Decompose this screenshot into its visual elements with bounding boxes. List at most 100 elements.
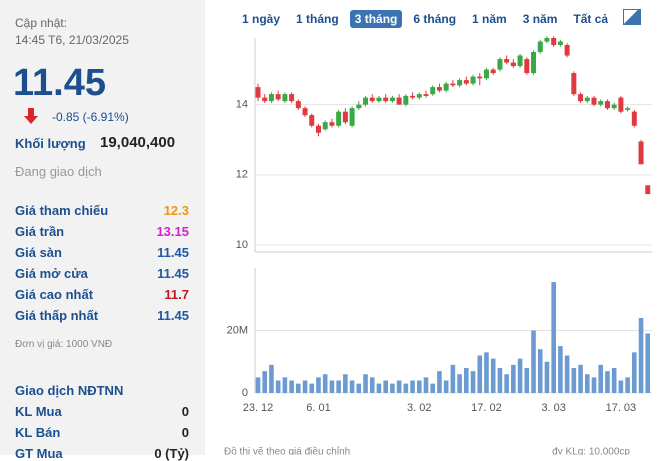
tab[interactable]: 3 năm [522, 12, 558, 26]
x-tick-label: 17. 02 [471, 402, 502, 414]
status: Đang giao dịch [15, 164, 102, 179]
candle-body [356, 104, 362, 109]
candle-body [336, 111, 342, 126]
tab[interactable]: 6 tháng [413, 12, 457, 26]
candle-body [329, 122, 335, 126]
candle-body [282, 94, 288, 102]
price-label: Giá tham chiếu [15, 203, 109, 218]
tab[interactable]: 1 ngày [242, 12, 281, 26]
foreign-value: 0 [181, 404, 189, 419]
volume-bar [558, 346, 563, 393]
price-label: Giá mở cửa [15, 266, 88, 281]
volume-bar [584, 374, 590, 393]
price-value: 12.3 [163, 203, 189, 218]
tab[interactable]: 1 tháng [296, 12, 339, 26]
volume-bar [430, 383, 436, 393]
volume-bar [531, 330, 536, 393]
candle-body [510, 62, 516, 67]
volume: 19,040,400 [100, 134, 176, 151]
volume-bar [632, 352, 637, 393]
candle-body [309, 115, 315, 126]
candle-body [477, 76, 483, 79]
volume-bar [282, 377, 288, 393]
x-tick-label: 6. 01 [306, 402, 330, 414]
volume-bar [611, 368, 617, 393]
updated-label: Cập nhật: [15, 16, 68, 30]
candle-body [604, 101, 610, 109]
volume-bar [329, 380, 335, 393]
volume-bar [309, 383, 315, 393]
chart-icon[interactable] [623, 9, 642, 25]
candle-body [436, 87, 442, 91]
y-tick-label: 0 [242, 387, 248, 399]
candle-body [531, 52, 537, 74]
volume-bar [390, 383, 395, 393]
tab[interactable]: 3 tháng [349, 10, 403, 28]
volume-bar [578, 364, 583, 393]
y-tick-label: 14 [236, 99, 248, 111]
candle-body [517, 55, 523, 67]
candle-body [295, 101, 301, 109]
candle-body [483, 69, 489, 79]
y-tick-label: 20M [227, 324, 248, 336]
volume-bar [275, 380, 281, 393]
x-tick-label: 3. 02 [407, 402, 431, 414]
volume-bar [571, 368, 577, 393]
footer-unit: đv KLg: 10,000cp [552, 447, 630, 455]
price-label: Giá cao nhất [15, 287, 94, 302]
candle-body [255, 87, 261, 98]
candle-body [423, 94, 429, 96]
candle-body [557, 41, 563, 46]
sidebar: Cập nhật: 14:45 T6, 21/03/2025 11.45 -0.… [0, 0, 205, 461]
candle-body [490, 69, 496, 74]
volume-bar [504, 374, 509, 393]
volume-bar [363, 374, 368, 393]
volume-bar [316, 377, 321, 393]
candle-body [578, 94, 584, 102]
price-value: 11.45 [157, 266, 189, 281]
x-tick-label: 17. 03 [606, 402, 637, 414]
volume-bar [403, 383, 409, 393]
candle-body [275, 94, 281, 100]
foreign-label: KL Bán [15, 425, 61, 440]
volume-bar [490, 358, 496, 393]
foreign-label: GT Mua [15, 446, 63, 461]
volume-bar [416, 380, 422, 393]
volume-bar [524, 368, 530, 393]
candle-body [457, 80, 463, 86]
candle-body [315, 125, 321, 133]
volume-bar [343, 374, 348, 393]
volume-bar [443, 380, 449, 393]
candle-body [618, 97, 624, 112]
candle-body [262, 97, 268, 102]
tab[interactable]: 1 năm [472, 12, 507, 26]
updated-time: 14:45 T6, 21/03/2025 [15, 33, 129, 47]
candle-body [403, 95, 409, 105]
price-value: 11.45 [157, 308, 189, 323]
candle-body [638, 141, 644, 165]
candle-body [571, 73, 577, 95]
volume-bar [289, 380, 294, 393]
price-value: 11.45 [157, 245, 189, 260]
candle-body [450, 83, 456, 86]
candle-body [524, 59, 530, 74]
price: 11.45 [13, 62, 106, 104]
volume-bar [457, 374, 462, 393]
chart: Đồ thị vẽ theo giá điều chỉnh đv KLg: 10… [224, 36, 652, 455]
volume-bar [262, 371, 268, 393]
volume-bar [564, 355, 570, 393]
volume-bar [645, 333, 651, 393]
volume-bar [383, 380, 388, 393]
candle-body [544, 38, 550, 42]
volume-label: Khối lượng [15, 136, 86, 151]
price-label: Giá sàn [15, 245, 62, 260]
candle-body [591, 97, 597, 105]
candle-body [463, 80, 469, 84]
volume-bar [638, 318, 644, 393]
candle-body [537, 41, 543, 53]
volume-bar [625, 377, 630, 393]
tab[interactable]: Tất cả [573, 12, 609, 26]
candle-body [396, 97, 402, 105]
candle-body [349, 108, 355, 126]
